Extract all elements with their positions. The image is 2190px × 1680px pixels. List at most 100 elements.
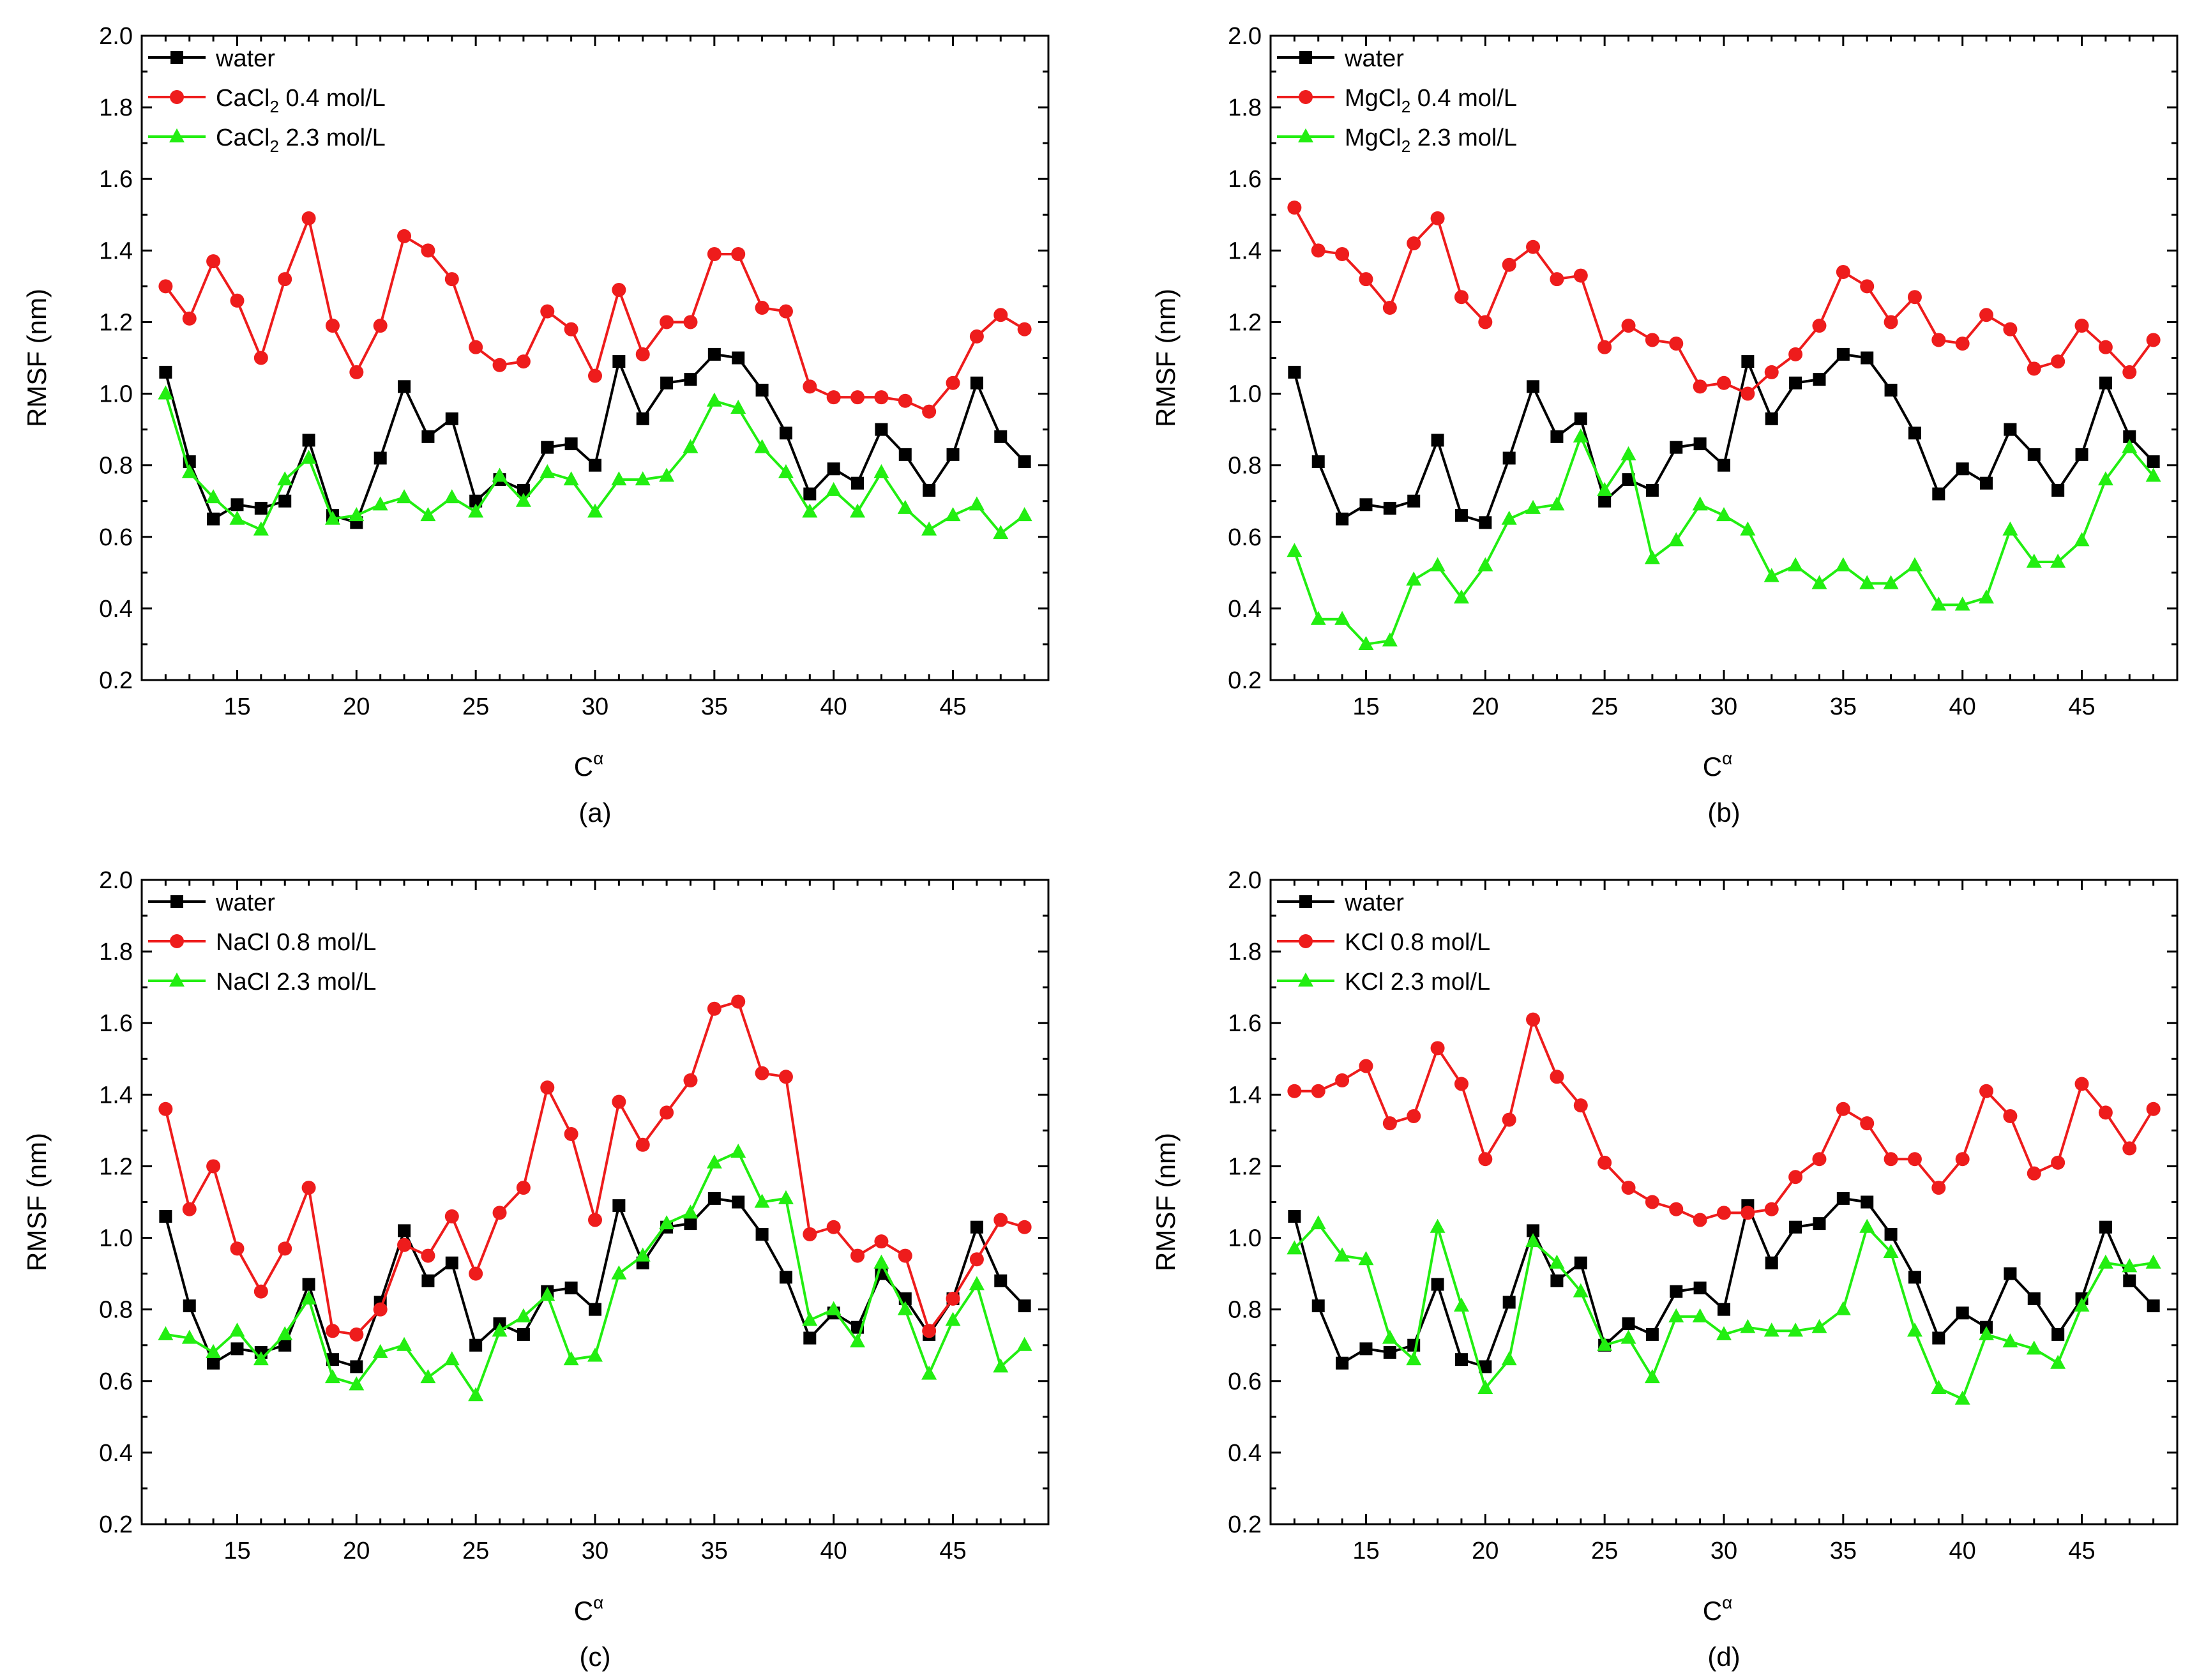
y-tick-label: 1.2 xyxy=(1228,309,1262,336)
data-point xyxy=(1430,211,1445,225)
legend: water NaCl 0.8 mol/L NaCl 2.3 mol/L xyxy=(148,889,376,995)
data-point xyxy=(1359,272,1373,287)
y-tick-label: 1.4 xyxy=(99,238,133,264)
data-point xyxy=(181,464,197,478)
data-point xyxy=(324,510,340,525)
data-point xyxy=(254,501,268,515)
data-point xyxy=(421,243,435,258)
data-point xyxy=(1932,1331,1945,1345)
y-axis-label: RMSF (nm) xyxy=(1151,1133,1181,1271)
data-point xyxy=(827,462,840,476)
data-point xyxy=(1836,264,1850,279)
data-point xyxy=(755,1066,769,1080)
data-point xyxy=(1311,243,1325,258)
data-point xyxy=(158,1101,173,1116)
y-tick-label: 1.0 xyxy=(99,381,133,408)
x-tick-label: 35 xyxy=(1830,693,1857,720)
data-point xyxy=(158,1326,174,1340)
data-point xyxy=(1789,1220,1802,1234)
data-point xyxy=(540,304,555,319)
data-point xyxy=(397,229,412,243)
data-point xyxy=(1670,1285,1683,1298)
data-point xyxy=(1811,575,1827,589)
data-point xyxy=(2003,322,2018,337)
y-tick-label: 1.4 xyxy=(99,1082,133,1109)
data-point xyxy=(2002,1333,2018,1348)
data-point xyxy=(1883,575,1899,589)
x-tick-label: 45 xyxy=(939,1538,966,1564)
data-point xyxy=(1956,1306,1969,1320)
data-point xyxy=(850,1333,866,1348)
data-point xyxy=(2098,340,2113,354)
data-point xyxy=(563,1351,579,1366)
legend-label: MgCl2 0.4 mol/L xyxy=(1345,85,1517,116)
series-line xyxy=(1293,1197,2155,1368)
data-point xyxy=(826,1220,841,1234)
data-point xyxy=(611,471,627,486)
data-point xyxy=(492,1206,507,1220)
data-point xyxy=(706,392,722,407)
data-point xyxy=(802,1312,818,1326)
data-point xyxy=(1956,462,1969,476)
data-point xyxy=(2122,1141,2137,1156)
data-point xyxy=(541,441,554,454)
data-point xyxy=(1645,1328,1659,1341)
x-tick-label: 20 xyxy=(1472,1538,1499,1564)
data-point xyxy=(1382,301,1397,315)
data-point xyxy=(1335,1073,1350,1087)
data-point xyxy=(1311,1299,1325,1313)
x-tick-label: 30 xyxy=(1710,1538,1737,1564)
data-point xyxy=(373,1302,388,1317)
legend-marker xyxy=(170,51,183,64)
data-point xyxy=(1718,1303,1730,1316)
data-point xyxy=(1430,1041,1445,1056)
data-point xyxy=(1622,473,1635,487)
y-tick-label: 2.0 xyxy=(1228,867,1262,894)
data-point xyxy=(1550,272,1564,287)
data-point xyxy=(850,390,865,405)
data-point xyxy=(922,1324,937,1338)
data-point xyxy=(1693,437,1707,451)
data-point xyxy=(1931,1379,1947,1394)
y-tick-label: 0.6 xyxy=(1228,524,1262,551)
series-circle xyxy=(158,211,1032,419)
legend-marker xyxy=(169,128,185,142)
data-point xyxy=(1454,509,1468,522)
data-point xyxy=(1861,1195,1874,1209)
data-point xyxy=(253,351,268,365)
data-point xyxy=(1288,365,1301,379)
data-point xyxy=(1454,1077,1469,1091)
data-point xyxy=(826,1301,842,1315)
data-point xyxy=(277,471,293,486)
data-point xyxy=(397,1237,412,1252)
data-point xyxy=(587,1347,603,1362)
series-line xyxy=(1294,1018,2155,1222)
data-point xyxy=(921,1365,937,1380)
data-point xyxy=(1597,1336,1613,1351)
data-point xyxy=(540,1287,555,1301)
data-point xyxy=(1669,337,1684,351)
data-point xyxy=(564,437,578,451)
data-point xyxy=(159,365,172,379)
legend-marker xyxy=(1299,51,1312,64)
data-point xyxy=(1383,1345,1396,1359)
data-point xyxy=(396,489,412,504)
data-point xyxy=(1550,430,1564,443)
data-point xyxy=(1668,1308,1684,1322)
data-point xyxy=(1574,1256,1587,1269)
y-tick-label: 1.2 xyxy=(99,1153,133,1180)
data-point xyxy=(1311,455,1325,469)
legend-label: water xyxy=(215,889,275,916)
data-point xyxy=(1859,1218,1875,1233)
data-point xyxy=(851,476,865,490)
x-axis-label: Cα xyxy=(1703,1593,1733,1626)
data-point xyxy=(850,1248,865,1263)
data-point xyxy=(1979,1084,1994,1098)
panel-caption: (d) xyxy=(1707,1642,1740,1672)
data-point xyxy=(612,355,626,368)
data-point xyxy=(946,448,960,461)
data-point xyxy=(779,1271,792,1284)
data-point xyxy=(1763,1322,1779,1337)
data-point xyxy=(1813,1217,1826,1230)
data-point xyxy=(1812,319,1827,333)
